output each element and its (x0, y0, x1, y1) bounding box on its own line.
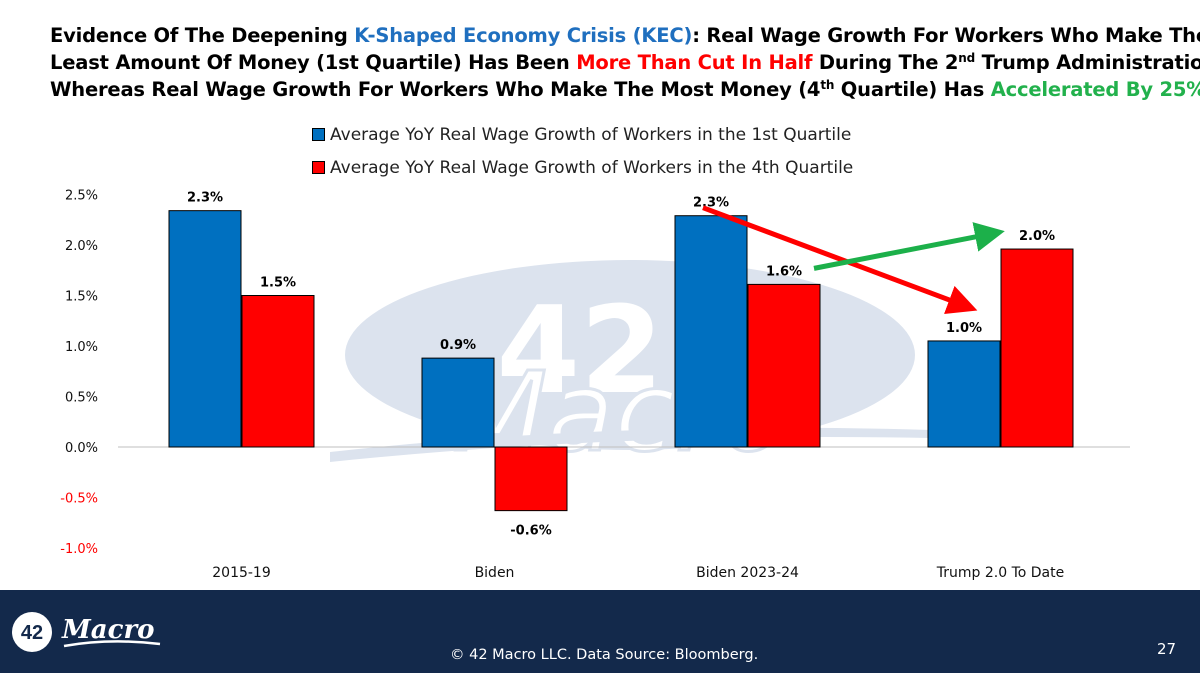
data-label: 2.0% (1019, 229, 1055, 244)
logo-word: Macro (61, 615, 155, 645)
data-label: 1.0% (946, 321, 982, 336)
bar-1st-quartile (674, 215, 748, 448)
title-text: Whereas Real Wage Growth For Workers Who… (50, 78, 821, 101)
data-label: 1.5% (260, 276, 296, 291)
title-superscript: th (820, 78, 835, 92)
logo-circle (12, 612, 52, 652)
watermark-number: 42 (497, 282, 664, 421)
y-tick-label: 2.5% (65, 189, 98, 204)
title-superscript: nd (958, 51, 976, 65)
y-tick-label: -0.5% (60, 492, 98, 507)
x-axis: 2015-19 Biden Biden 2023-24 Trump 2.0 To Da… (212, 565, 1064, 581)
bar-4th-quartile (241, 295, 315, 448)
title-text: Evidence Of The Deepening (50, 24, 355, 47)
y-tick-label: 0.0% (65, 441, 98, 456)
y-tick-label: 1.0% (65, 340, 98, 355)
42-macro-logo: 42 Macro (12, 612, 161, 652)
page-number: 27 (1157, 640, 1177, 658)
chart-title: Evidence Of The Deepening K-Shaped Econo… (50, 22, 1200, 103)
bar-4th-quartile (494, 446, 568, 512)
footer-source-text: © 42 Macro LLC. Data Source: Bloomberg. (450, 647, 759, 663)
watermark-word: Macro (452, 348, 787, 476)
title-line-2: Least Amount Of Money (1st Quartile) Has… (50, 49, 1200, 76)
chart-legend: Average YoY Real Wage Growth of Workers … (312, 118, 853, 184)
data-label: 2.3% (693, 196, 729, 211)
bar-1st-quartile (168, 210, 242, 448)
title-text: During The 2 (812, 51, 959, 74)
logo-swoosh (63, 640, 161, 648)
watermark-swoosh (330, 427, 930, 462)
bar-4th-quartile (747, 283, 821, 448)
data-labels: 2.3% 1.5% 0.9% -0.6% 2.3% 1.6% 1.0% 2.0% (187, 191, 1055, 539)
x-tick-label: Biden 2023-24 (696, 565, 799, 581)
y-tick-label: 1.5% (65, 290, 98, 305)
legend-item-1st-quartile: Average YoY Real Wage Growth of Workers … (312, 118, 853, 151)
footer: 42 Macro © 42 Macro LLC. Data Source: Bl… (0, 590, 1200, 673)
title-text: Least Amount Of Money (1st Quartile) Has… (50, 51, 577, 74)
x-tick-label: 2015-19 (212, 565, 271, 581)
title-highlight-cut-in-half: More Than Cut In Half (576, 51, 813, 74)
title-line-1: Evidence Of The Deepening K-Shaped Econo… (50, 22, 1200, 49)
title-highlight-kec: K-Shaped Economy Crisis (KEC) (354, 24, 693, 47)
y-tick-label: -1.0% (60, 542, 98, 557)
data-label: 2.3% (187, 191, 223, 206)
y-tick-label: 2.0% (65, 239, 98, 254)
legend-swatch-blue (312, 128, 325, 141)
legend-item-4th-quartile: Average YoY Real Wage Growth of Workers … (312, 151, 853, 184)
annotation-arrows (702, 205, 1005, 314)
data-label: 0.9% (440, 338, 476, 353)
y-tick-label: 0.5% (65, 391, 98, 406)
bars (168, 210, 1074, 512)
title-line-3: Whereas Real Wage Growth For Workers Who… (50, 76, 1200, 103)
red-arrow (702, 205, 978, 314)
x-tick-label: Biden (475, 565, 515, 581)
data-label: 1.6% (766, 264, 802, 279)
title-text: Trump Administration, (975, 51, 1200, 74)
x-tick-label: Trump 2.0 To Date (936, 565, 1064, 581)
title-text: : Real Wage Growth For Workers Who Make … (692, 24, 1200, 47)
logo-number: 42 (21, 622, 43, 644)
legend-swatch-red (312, 161, 325, 174)
title-text: Quartile) Has (834, 78, 991, 101)
y-axis: 2.5% 2.0% 1.5% 1.0% 0.5% 0.0% -0.5% -1.0% (60, 189, 1130, 557)
bar-1st-quartile (927, 340, 1001, 448)
legend-label-4th-quartile: Average YoY Real Wage Growth of Workers … (330, 157, 854, 178)
title-highlight-accelerated: Accelerated By 25% (990, 78, 1200, 101)
data-label: -0.6% (510, 524, 551, 539)
green-arrow (813, 222, 1005, 271)
bar-1st-quartile (421, 357, 495, 448)
legend-label-1st-quartile: Average YoY Real Wage Growth of Workers … (330, 124, 852, 145)
watermark-ellipse (345, 260, 915, 450)
bar-4th-quartile (1000, 248, 1074, 448)
